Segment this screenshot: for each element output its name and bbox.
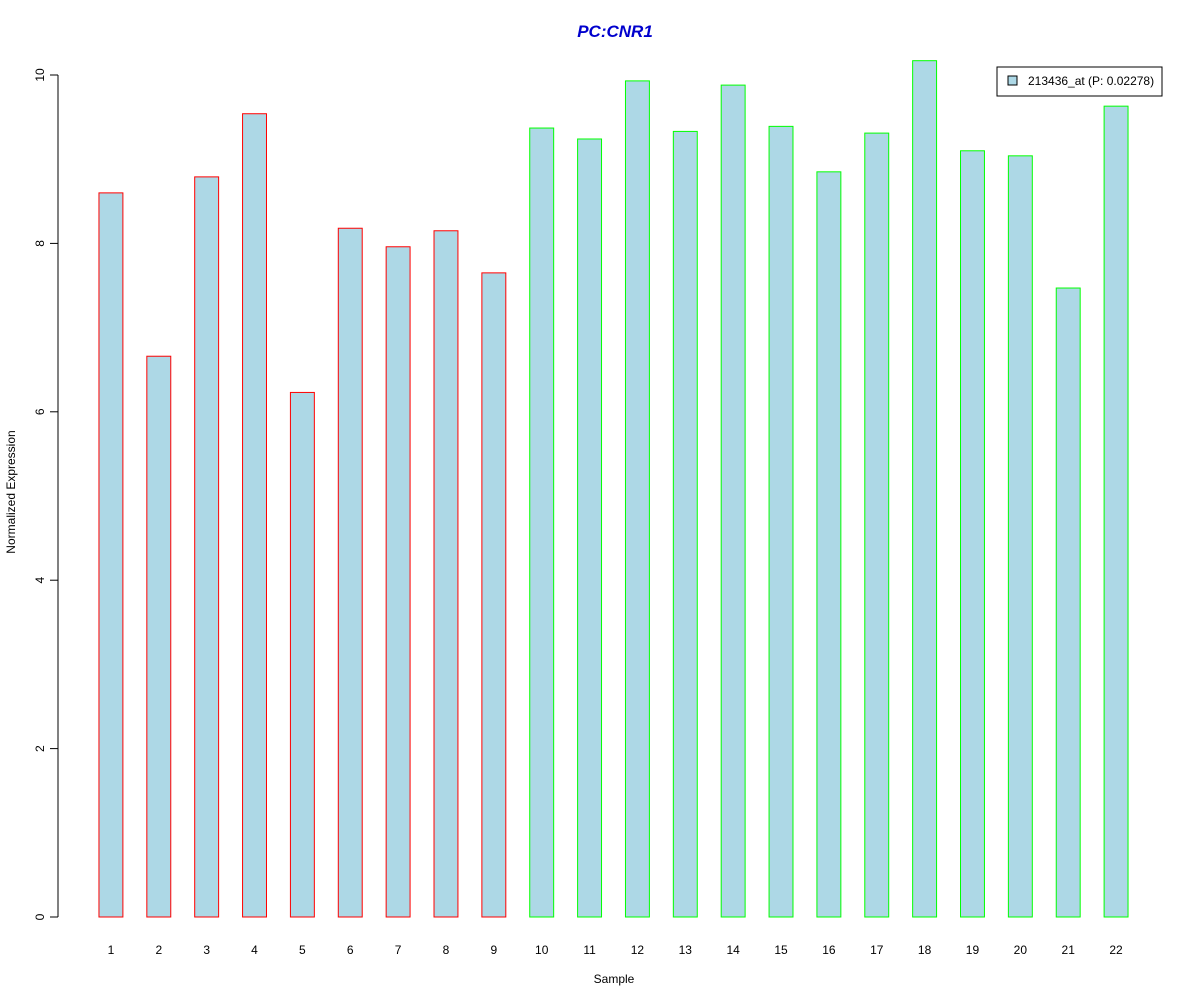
x-tick-label: 6 [347, 943, 354, 957]
bar-sample-12 [624, 80, 650, 918]
bar-sample-3 [194, 176, 220, 918]
bar-sample-1 [98, 192, 124, 918]
x-tick-label: 1 [108, 943, 115, 957]
y-tick-label: 0 [33, 913, 47, 920]
bar-sample-20 [1007, 155, 1033, 918]
bar-sample-17 [864, 132, 890, 918]
legend-swatch [1007, 75, 1018, 86]
bars-group [98, 60, 1129, 918]
x-tick-label: 13 [679, 943, 693, 957]
x-tick-label: 11 [583, 943, 596, 957]
y-axis-label: Normalized Expression [4, 430, 18, 553]
x-axis-label: Sample [594, 972, 635, 986]
bar-sample-9 [481, 272, 507, 918]
x-tick-label: 7 [395, 943, 402, 957]
bar-sample-5 [289, 391, 315, 918]
x-tick-labels: 1 2 3 4 5 6 7 8 9 10 11 12 13 14 15 16 17 18 19 20 21 22 [108, 943, 1123, 957]
x-tick-label: 12 [631, 943, 645, 957]
bar-sample-6 [337, 227, 363, 918]
bar-sample-13 [672, 130, 698, 918]
bar-sample-7 [385, 246, 411, 918]
bar-sample-16 [816, 171, 842, 918]
bar-sample-19 [960, 150, 985, 918]
bar-sample-10 [529, 127, 555, 918]
x-tick-label: 9 [490, 943, 497, 957]
x-tick-label: 2 [155, 943, 162, 957]
bar-sample-14 [720, 84, 746, 918]
x-tick-label: 21 [1062, 943, 1076, 957]
bar-sample-8 [433, 230, 459, 918]
x-tick-label: 18 [918, 943, 932, 957]
x-tick-label: 15 [774, 943, 788, 957]
chart-title: PC:CNR1 [577, 22, 653, 41]
x-tick-label: 4 [251, 943, 258, 957]
legend-label: 213436_at (P: 0.02278) [1028, 74, 1154, 88]
bar-sample-4 [242, 113, 267, 918]
x-tick-label: 22 [1109, 943, 1123, 957]
x-tick-label: 5 [299, 943, 306, 957]
bar-sample-2 [146, 355, 172, 918]
bar-sample-11 [577, 138, 603, 918]
bar-sample-18 [912, 60, 938, 918]
x-tick-label: 3 [203, 943, 210, 957]
legend-box [996, 66, 1163, 97]
bar-sample-21 [1055, 287, 1081, 918]
x-tick-label: 16 [822, 943, 836, 957]
x-tick-label: 14 [726, 943, 740, 957]
x-tick-label: 19 [966, 943, 980, 957]
x-tick-label: 20 [1014, 943, 1028, 957]
x-tick-label: 10 [535, 943, 549, 957]
y-tick-label: 10 [33, 68, 47, 82]
bar-sample-15 [768, 125, 794, 918]
y-tick-label: 2 [33, 745, 47, 752]
y-tick-label: 6 [33, 408, 47, 415]
y-axis: 0 2 4 6 8 10 [33, 68, 59, 920]
y-tick-label: 4 [33, 577, 47, 584]
bar-sample-22 [1103, 105, 1129, 918]
y-tick-label: 8 [33, 240, 47, 247]
legend: 213436_at (P: 0.02278) [996, 66, 1163, 97]
x-tick-label: 17 [870, 943, 884, 957]
x-tick-label: 8 [443, 943, 450, 957]
